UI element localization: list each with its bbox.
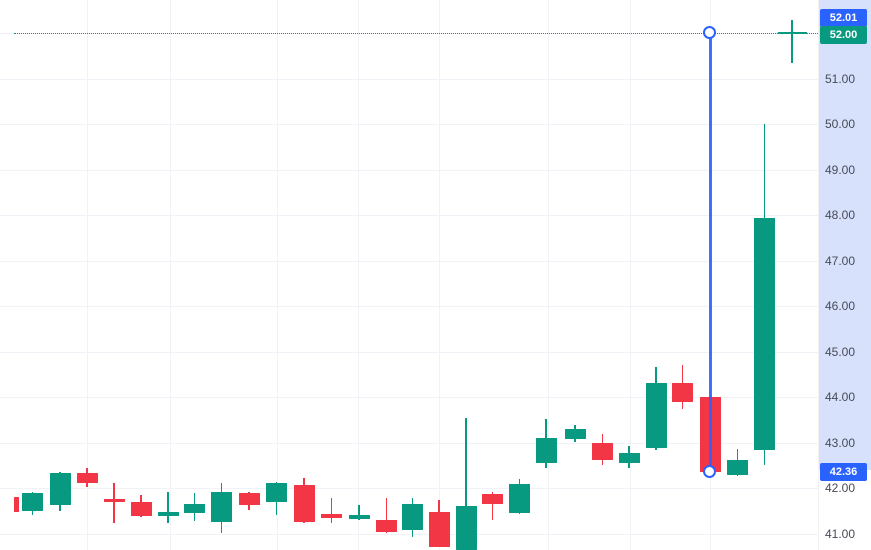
candle-wick-down — [491, 491, 494, 520]
price-tick-label: 49.00 — [825, 162, 856, 177]
candle-body-up — [509, 483, 530, 513]
candle-wick-up — [465, 417, 467, 550]
candle-wick-up — [167, 491, 169, 523]
vertical-gridline — [87, 0, 88, 550]
vertical-gridline — [358, 0, 359, 550]
candle-body-up — [22, 493, 43, 512]
candle-body-down — [103, 498, 125, 502]
horizontal-gridline — [0, 33, 818, 34]
price-tick-label: 43.00 — [825, 435, 856, 450]
last-price-line — [14, 32, 818, 34]
drawing-handle-top[interactable] — [703, 25, 716, 39]
vertical-gridline — [170, 0, 171, 550]
price-tick-label: 42.00 — [825, 481, 856, 495]
candle-body-down — [293, 484, 315, 523]
horizontal-gridline — [0, 306, 818, 307]
vertical-gridline — [277, 0, 278, 550]
candle-body-up — [535, 438, 557, 464]
horizontal-gridline — [0, 124, 818, 125]
horizontal-gridline — [0, 215, 818, 216]
candle-body-up — [564, 429, 586, 440]
candle-body-up — [157, 511, 179, 517]
horizontal-gridline — [0, 397, 818, 398]
cross-cursor-icon — [791, 19, 793, 47]
candle-body-up — [49, 472, 71, 505]
candle-wick-down — [330, 498, 333, 524]
price-range-line[interactable] — [708, 32, 712, 472]
candle-body-up — [618, 453, 640, 464]
vertical-gridline — [439, 0, 440, 550]
candle-body-down — [482, 493, 503, 504]
candle-body-up — [211, 492, 232, 523]
last-price-label: 52.00 — [820, 25, 867, 44]
price-chart-pane[interactable] — [0, 0, 818, 550]
candle-body-down — [238, 493, 260, 505]
candle-body-down — [76, 472, 98, 483]
candle-body-up — [266, 482, 287, 503]
candle-wick-down — [385, 498, 388, 533]
horizontal-gridline — [0, 78, 818, 80]
candle-body-down — [321, 513, 342, 519]
candle-body-down — [672, 383, 693, 402]
horizontal-gridline — [0, 488, 818, 489]
price-tick-label: 48.00 — [825, 208, 856, 222]
candle-body-up — [184, 503, 205, 514]
horizontal-gridline — [0, 533, 818, 535]
price-tick-label: 46.00 — [825, 299, 856, 313]
candle-body-down — [592, 442, 613, 460]
price-tick-label: 41.00 — [825, 526, 856, 541]
candle-body-up — [754, 218, 775, 450]
candle-body-down — [376, 519, 397, 533]
candle-body-up — [402, 503, 423, 530]
candle-body-down — [428, 511, 450, 547]
candle-body-up — [455, 506, 477, 550]
drawing-handle-bottom[interactable] — [703, 464, 716, 478]
price-tick-label: 50.00 — [825, 117, 856, 131]
price-axis[interactable]: 51.00 50.00 49.00 48.00 47.00 46.00 45.00 44.00… — [818, 0, 871, 550]
candle-wick-down — [113, 482, 115, 523]
axis-selection-highlight — [819, 0, 871, 470]
price-tick-label: 51.00 — [825, 71, 856, 86]
candle-body-down — [13, 497, 19, 513]
candle-wick-up — [358, 504, 360, 520]
candle-body-up — [645, 382, 667, 449]
horizontal-gridline — [0, 169, 818, 171]
price-tick-label: 45.00 — [825, 344, 856, 359]
candle-body-up — [348, 514, 370, 519]
candle-wick-up — [791, 32, 793, 64]
vertical-gridline — [548, 0, 549, 550]
price-tick-label: 47.00 — [825, 253, 856, 268]
candle-body-up — [727, 459, 748, 475]
vertical-gridline — [630, 0, 631, 550]
horizontal-gridline — [0, 351, 818, 353]
horizontal-gridline — [0, 442, 818, 444]
price-tick-label: 44.00 — [825, 390, 856, 404]
drawing-price-label: 42.36 — [820, 463, 867, 481]
drawing-price-label: 52.01 — [820, 8, 867, 27]
horizontal-gridline — [0, 260, 818, 262]
candle-body-down — [130, 501, 152, 517]
